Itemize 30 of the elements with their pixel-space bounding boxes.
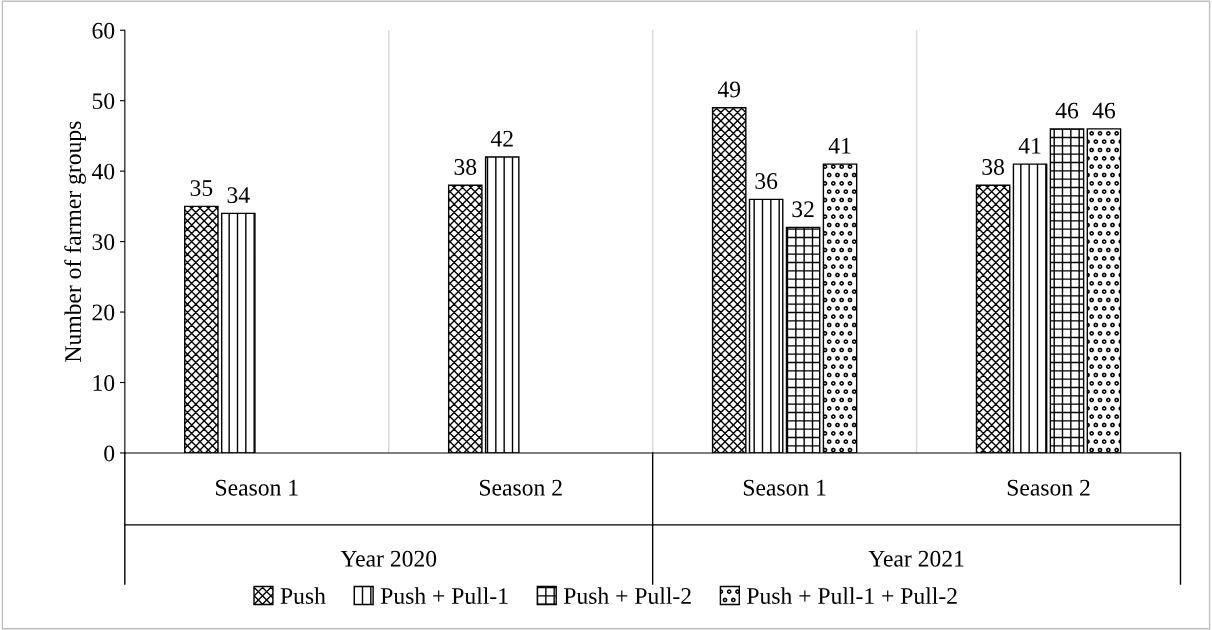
- data-label: 35: [190, 180, 213, 197]
- data-label: 46: [1055, 102, 1079, 119]
- y-tick-label: 0: [104, 445, 115, 462]
- data-label: 38: [982, 158, 1005, 175]
- legend-label: Push: [280, 587, 326, 604]
- data-label: 38: [454, 158, 477, 175]
- data-label: 34: [227, 187, 250, 204]
- y-tick-label: 60: [92, 22, 115, 39]
- legend-label: Push + Pull-2: [563, 587, 691, 604]
- legend-label: Push + Pull-1: [380, 587, 508, 604]
- y-tick-label: 50: [92, 93, 115, 110]
- data-label: 32: [792, 201, 814, 218]
- x-tick-label: Season 1: [216, 479, 298, 496]
- x-tick-label: Season 1: [743, 479, 826, 496]
- data-label: 42: [490, 130, 513, 147]
- text: Year 2020: [340, 550, 437, 567]
- y-tick-label: 30: [92, 234, 115, 251]
- data-label: 36: [755, 173, 778, 189]
- y-tick-label: 10: [93, 375, 115, 391]
- data-label: 46: [1092, 102, 1116, 119]
- x-tick-label: Season 2: [479, 479, 562, 496]
- y-tick-label: 40: [91, 163, 115, 180]
- y-axis-title: Number of farmer groups: [64, 121, 86, 362]
- x-tick-label: Season 2: [1007, 479, 1090, 496]
- text: Year 2021: [868, 550, 964, 567]
- legend-label: Push + Pull-1 + Pull-2: [747, 587, 957, 604]
- data-label: 41: [828, 137, 851, 154]
- y-tick-label: 20: [92, 304, 115, 321]
- data-label: 41: [1018, 137, 1041, 154]
- data-label: 49: [717, 81, 741, 98]
